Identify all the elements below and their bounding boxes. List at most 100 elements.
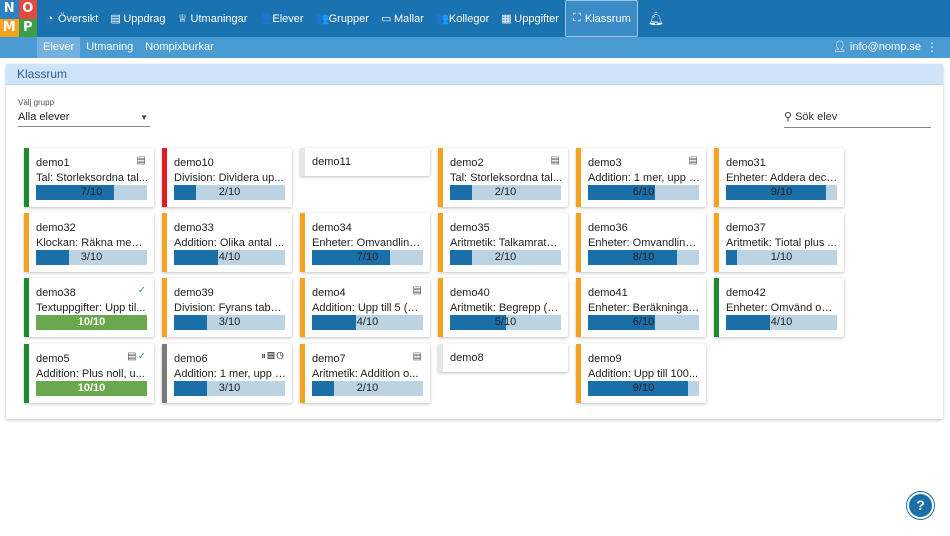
student-name: demo1 (36, 157, 70, 169)
nav-item-mallar[interactable]: ▭ Mallar (375, 0, 430, 37)
student-tile[interactable]: demo38 ✓ Textuppgifter: Upp til... 10/10 (24, 278, 154, 337)
status-indicator (300, 344, 305, 403)
student-name: demo4 (312, 287, 346, 299)
logo-letter: N (0, 0, 19, 19)
tile-status-icons: ▤✓ (127, 351, 147, 362)
user-email: info@nomp.se (849, 41, 921, 53)
nav-item-label: Uppgifter (514, 12, 559, 25)
user-account-menu[interactable]: 👤︎ info@nomp.se (833, 37, 921, 58)
group-select-label: Välj grupp (18, 98, 55, 107)
progress-fill (726, 250, 738, 265)
student-search-input[interactable]: ⚲ Sök elev (784, 110, 931, 128)
more-options-icon[interactable]: ⋮ (926, 40, 938, 54)
progress-fill (588, 250, 677, 265)
current-task: Aritmetik: Tiotal plus ... (726, 237, 837, 249)
current-task: Enheter: Addera decil... (726, 172, 838, 184)
user-icon: 👤︎ (832, 41, 847, 53)
trophy-icon: ♕ (177, 13, 188, 25)
group-select[interactable]: Alla elever ▼ (18, 110, 150, 127)
progress-text: 2/10 (356, 382, 379, 394)
student-tile[interactable]: demo1 ▤ Tal: Storleksordna tal... 7/10 (24, 148, 154, 207)
student-tile[interactable]: demo7 ▤ Aritmetik: Addition o... 2/10 (300, 344, 430, 403)
current-task: Klockan: Räkna med ... (36, 237, 148, 249)
student-tile[interactable]: demo31 Enheter: Addera decil... 9/10 (714, 148, 844, 207)
progress-bar: 4/10 (312, 315, 423, 330)
nav-item-kollegor[interactable]: 👥 Kollegor (430, 0, 495, 37)
caret-down-icon: ▼ (140, 113, 148, 122)
help-button[interactable]: ? (907, 492, 934, 519)
nav-item-uppgifter[interactable]: ▦ Uppgifter (495, 0, 565, 37)
student-tile[interactable]: demo10 Division: Dividera up... 2/10 (162, 148, 292, 207)
pause-icon: ⏸ (261, 351, 267, 362)
progress-text: 7/10 (80, 186, 103, 198)
student-tile[interactable]: demo39 Division: Fyrans tabel... 3/10 (162, 278, 292, 337)
users-icon: 👥 (315, 13, 330, 25)
student-tile[interactable]: demo4 ▤ Addition: Upp till 5 (1A) 4/10 (300, 278, 430, 337)
progress-bar: 6/10 (588, 315, 699, 330)
tile-status-icons: ▤ (413, 351, 423, 362)
progress-bar: 5/10 (450, 315, 561, 330)
student-tile[interactable]: demo35 Aritmetik: Talkamrater... 2/10 (438, 213, 568, 272)
student-tile[interactable]: demo8 (438, 344, 568, 372)
student-tile[interactable]: demo42 Enheter: Omvänd om... 4/10 (714, 278, 844, 337)
progress-text: 4/10 (218, 251, 241, 263)
current-task: Aritmetik: Talkamrater... (450, 237, 562, 249)
status-indicator (24, 148, 29, 207)
student-name: demo42 (726, 287, 766, 299)
nav-item-klassrum[interactable]: ⛶ Klassrum (564, 0, 638, 37)
progress-fill (450, 315, 506, 330)
student-tile[interactable]: demo3 ▤ Addition: 1 mer, upp t... 6/10 (576, 148, 706, 207)
dashboard-icon: ◔ (46, 12, 54, 25)
progress-bar: 2/10 (450, 185, 561, 200)
student-name: demo7 (312, 353, 346, 365)
student-name: demo35 (450, 222, 490, 234)
student-tile[interactable]: demo9 Addition: Upp till 100... 9/10 (576, 344, 706, 403)
student-tile[interactable]: demo5 ▤✓ Addition: Plus noll, u... 10/10 (24, 344, 154, 403)
progress-text: 9/10 (632, 382, 655, 394)
progress-text: 5/10 (494, 316, 517, 328)
nav-item-label: Uppdrag (123, 12, 166, 25)
user-group-icon: 👥 (435, 13, 450, 25)
status-indicator (24, 213, 29, 272)
student-tile[interactable]: demo32 Klockan: Räkna med ... 3/10 (24, 213, 154, 272)
subtab-utmaning[interactable]: Utmaning (86, 41, 134, 53)
student-tile[interactable]: demo34 Enheter: Omvandling ... 7/10 (300, 213, 430, 272)
nav-item-grupper[interactable]: 👥 Grupper (310, 0, 375, 37)
status-indicator (576, 148, 581, 207)
student-name: demo36 (588, 222, 628, 234)
status-indicator (162, 278, 167, 337)
student-tile[interactable]: demo36 Enheter: Omvandling ... 8/10 (576, 213, 706, 272)
student-tile[interactable]: demo33 Addition: Olika antal ... 4/10 (162, 213, 292, 272)
notifications-bell-icon[interactable]: 🔔︎ (647, 10, 665, 26)
tile-status-icons: ▤ (413, 285, 423, 296)
student-tile[interactable]: demo37 Aritmetik: Tiotal plus ... 1/10 (714, 213, 844, 272)
nav-item-utmaningar[interactable]: ♕ Utmaningar (172, 0, 254, 37)
student-tile[interactable]: demo11 (300, 148, 430, 176)
nav-item-label: Kollegor (448, 12, 490, 25)
progress-bar: 9/10 (588, 381, 699, 396)
progress-bar: 10/10 (36, 381, 147, 396)
progress-text: 10/10 (77, 316, 106, 328)
progress-fill (36, 250, 70, 265)
progress-fill (312, 381, 335, 396)
student-tile[interactable]: demo41 Enheter: Beräkningar... 6/10 (576, 278, 706, 337)
student-name: demo2 (450, 157, 484, 169)
nomp-logo[interactable]: N O M P (0, 0, 37, 37)
tile-status-icons: ▤ (137, 155, 147, 166)
progress-text: 3/10 (218, 382, 241, 394)
student-tile[interactable]: demo40 Aritmetik: Begrepp (4... 5/10 (438, 278, 568, 337)
progress-text: 6/10 (632, 186, 655, 198)
nav-item-översikt[interactable]: ◔ Översikt (39, 0, 104, 37)
panel-title: Klassrum (6, 64, 943, 85)
nav-item-uppdrag[interactable]: ▤ Uppdrag (104, 0, 171, 37)
progress-fill (174, 381, 208, 396)
subtab-elever[interactable]: Elever (37, 37, 81, 58)
status-indicator (24, 344, 29, 403)
nav-item-elever[interactable]: 👤 Elever (253, 0, 309, 37)
progress-fill (588, 185, 655, 200)
student-tile[interactable]: demo2 ▤ Tal: Storleksordna tal... 2/10 (438, 148, 568, 207)
current-task: Enheter: Omvandling ... (312, 237, 424, 249)
progress-text: 3/10 (80, 251, 103, 263)
student-tile[interactable]: demo6 ⏸▤◷ Addition: 1 mer, upp t... 3/10 (162, 344, 292, 403)
subtab-nompixburkar[interactable]: Nompixburkar (145, 41, 214, 53)
